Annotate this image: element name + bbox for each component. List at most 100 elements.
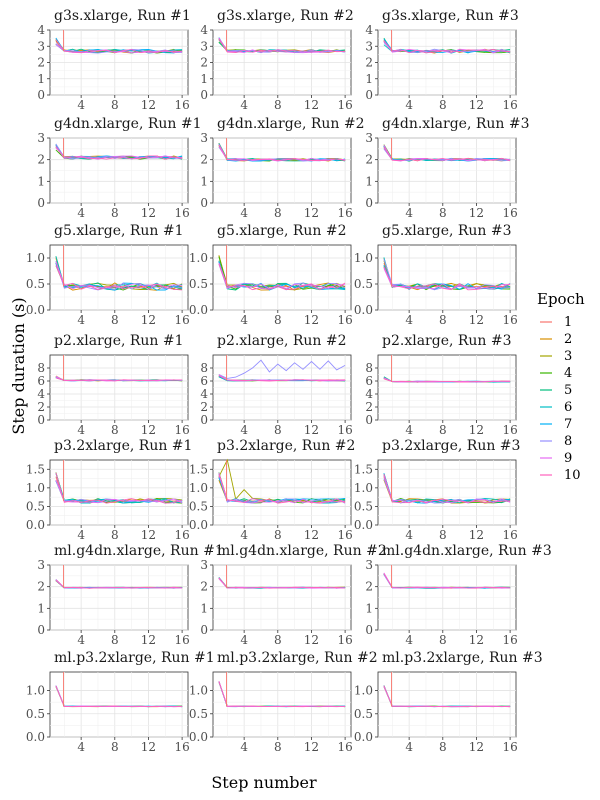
x-tick-label: 16 <box>337 206 352 220</box>
x-tick-label: 8 <box>439 98 447 112</box>
y-tick-label: 0.0 <box>26 303 45 317</box>
x-tick-label: 16 <box>337 313 352 327</box>
y-tick-label: 6 <box>37 374 45 388</box>
y-tick-label: 1.0 <box>354 481 373 495</box>
panel-title: g5.xlarge, Run #1 <box>54 223 184 239</box>
legend-label-epoch-10: 10 <box>564 468 581 483</box>
panel-title: g4dn.xlarge, Run #1 <box>54 116 202 132</box>
legend-label-epoch-4: 4 <box>564 366 572 381</box>
y-tick-label: 1 <box>200 174 208 188</box>
panel-frame <box>212 459 352 526</box>
series-line-epoch-10 <box>55 146 183 160</box>
x-tick-label: 4 <box>405 423 413 437</box>
panel-title: p3.2xlarge, Run #2 <box>217 438 355 454</box>
x-tick-label: 16 <box>174 740 189 754</box>
y-tick-label: 3 <box>37 39 45 53</box>
panel-title: ml.g4dn.xlarge, Run #2 <box>217 543 387 559</box>
panel-title: g3s.xlarge, Run #1 <box>54 8 191 24</box>
y-tick-label: 3 <box>200 131 208 145</box>
x-tick-label: 16 <box>174 633 189 647</box>
x-tick-label: 12 <box>469 633 484 647</box>
y-tick-label: 8 <box>200 361 208 375</box>
x-tick-label: 12 <box>469 98 484 112</box>
panel-frame <box>377 459 517 526</box>
y-tick-label: 4 <box>200 387 208 401</box>
series-line-epoch-10 <box>55 39 183 54</box>
x-tick-label: 8 <box>111 98 119 112</box>
x-tick-label: 8 <box>274 633 282 647</box>
y-tick-label: 0 <box>200 196 208 210</box>
y-tick-label: 0 <box>37 88 45 102</box>
y-tick-label: 2 <box>200 56 208 70</box>
x-tick-label: 4 <box>240 98 248 112</box>
x-tick-label: 8 <box>111 206 119 220</box>
y-tick-label: 0 <box>37 196 45 210</box>
y-tick-label: 1.0 <box>189 481 208 495</box>
series-line-epoch-9 <box>218 37 346 54</box>
series-line-epoch-10 <box>383 378 511 383</box>
x-tick-label: 4 <box>405 740 413 754</box>
series-line-epoch-10 <box>218 144 346 162</box>
x-tick-label: 12 <box>469 313 484 327</box>
y-tick-label: 1 <box>37 601 45 615</box>
x-tick-label: 8 <box>274 313 282 327</box>
series-line-epoch-9 <box>383 475 511 504</box>
x-tick-label: 4 <box>240 528 248 542</box>
x-tick-label: 16 <box>502 740 517 754</box>
panel-title: ml.p3.2xlarge, Run #3 <box>382 650 543 666</box>
series-line-epoch-10 <box>218 375 346 382</box>
x-tick-label: 16 <box>174 98 189 112</box>
series-line-epoch-10 <box>383 40 511 54</box>
legend-label-epoch-3: 3 <box>564 349 572 364</box>
y-tick-label: 1.5 <box>189 462 208 476</box>
x-tick-label: 4 <box>77 206 85 220</box>
panel-8: g5.xlarge, Run #2 4 8 12 16 0.0 0.5 1.0 <box>189 223 353 327</box>
x-tick-label: 12 <box>304 423 319 437</box>
legend-title: Epoch <box>537 290 585 308</box>
y-tick-label: 3 <box>365 558 373 572</box>
y-tick-label: 0.5 <box>354 499 373 513</box>
y-tick-label: 4 <box>200 23 208 37</box>
panel-frame <box>49 459 189 526</box>
x-tick-label: 12 <box>304 313 319 327</box>
y-tick-label: 3 <box>365 131 373 145</box>
panel-title: g3s.xlarge, Run #3 <box>382 8 519 24</box>
x-tick-label: 16 <box>502 206 517 220</box>
panel-frame <box>212 244 352 311</box>
x-tick-label: 16 <box>502 98 517 112</box>
legend: Epoch 1 2 3 4 5 6 7 8 9 10 <box>537 290 585 483</box>
y-tick-label: 0.0 <box>354 303 373 317</box>
legend-label-epoch-6: 6 <box>564 400 572 415</box>
x-tick-label: 8 <box>111 313 119 327</box>
y-tick-label: 1 <box>37 174 45 188</box>
x-tick-label: 16 <box>502 313 517 327</box>
y-tick-label: 1.0 <box>26 481 45 495</box>
x-tick-label: 4 <box>405 313 413 327</box>
y-tick-label: 1 <box>37 72 45 86</box>
x-tick-label: 4 <box>77 313 85 327</box>
x-tick-label: 4 <box>77 423 85 437</box>
panel-title: p2.xlarge, Run #1 <box>54 333 184 349</box>
x-tick-label: 12 <box>141 98 156 112</box>
x-tick-label: 12 <box>304 528 319 542</box>
y-tick-label: 0 <box>200 413 208 427</box>
x-tick-label: 12 <box>141 423 156 437</box>
x-tick-label: 4 <box>77 633 85 647</box>
legend-label-epoch-7: 7 <box>564 417 572 432</box>
panel-title: p2.xlarge, Run #3 <box>382 333 512 349</box>
y-tick-label: 0.0 <box>189 730 208 744</box>
panel-14: p3.2xlarge, Run #2 4 8 12 16 0.0 0.5 1.0 1.5 <box>189 438 356 542</box>
x-tick-label: 12 <box>141 740 156 754</box>
x-tick-label: 4 <box>77 740 85 754</box>
series-line-epoch-9 <box>218 262 346 289</box>
panel-frame <box>49 671 189 738</box>
x-tick-label: 12 <box>304 98 319 112</box>
